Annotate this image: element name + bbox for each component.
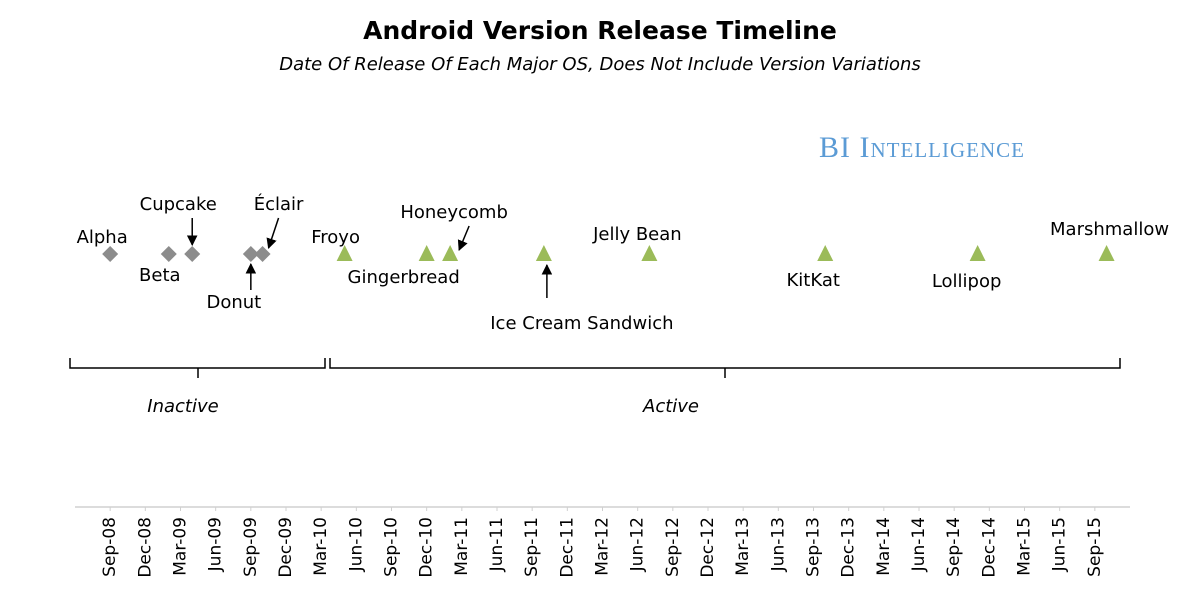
x-tick-label: Sep-15 xyxy=(1085,517,1105,577)
version-label: Beta xyxy=(139,265,181,286)
brackets xyxy=(69,358,1121,378)
x-tick-label: Mar-15 xyxy=(1015,517,1035,576)
x-tick-label: Jun-14 xyxy=(909,517,929,572)
arrow xyxy=(266,217,280,249)
x-tick-label: Dec-09 xyxy=(276,517,296,578)
bracket-label: Active xyxy=(642,396,699,417)
x-tick-label: Sep-13 xyxy=(804,517,824,577)
version-label: Honeycomb xyxy=(400,202,508,223)
x-tick-label: Dec-10 xyxy=(417,517,437,578)
x-tick-label: Jun-15 xyxy=(1050,517,1070,572)
active-bracket xyxy=(329,358,1121,378)
release-marker xyxy=(102,246,119,262)
version-label: Marshmallow xyxy=(1050,219,1169,240)
x-tick-label: Sep-11 xyxy=(522,517,542,577)
x-tick-label: Dec-13 xyxy=(839,517,859,578)
release-marker xyxy=(1098,245,1115,261)
x-tick-label: Jun-09 xyxy=(206,517,226,572)
release-marker xyxy=(184,246,201,262)
release-marker xyxy=(969,245,986,261)
version-label: Cupcake xyxy=(140,194,217,215)
x-tick-label: Mar-09 xyxy=(171,517,191,576)
bracket-label: Inactive xyxy=(147,396,218,417)
release-marker xyxy=(336,245,353,261)
release-marker xyxy=(817,245,834,261)
chart-subtitle: Date Of Release Of Each Major OS, Does N… xyxy=(279,54,921,75)
version-label: Gingerbread xyxy=(348,267,460,288)
x-tick-label: Dec-14 xyxy=(979,517,999,578)
x-tick-label: Sep-12 xyxy=(663,517,683,577)
release-marker xyxy=(442,245,459,261)
release-marker xyxy=(242,246,259,262)
x-tick-label: Dec-08 xyxy=(135,517,155,578)
version-label: Froyo xyxy=(311,227,360,248)
release-marker xyxy=(160,246,177,262)
release-marker xyxy=(418,245,435,261)
x-tick-label: Sep-14 xyxy=(944,517,964,577)
release-marker xyxy=(641,245,658,261)
version-label: Ice Cream Sandwich xyxy=(490,313,673,334)
x-tick-label: Jun-12 xyxy=(628,517,648,572)
x-tick-label: Sep-09 xyxy=(241,517,261,577)
x-tick-label: Jun-13 xyxy=(768,517,788,572)
release-marker xyxy=(535,245,552,261)
x-tick-label: Mar-12 xyxy=(593,517,613,576)
x-tick-label: Mar-13 xyxy=(733,517,753,576)
x-tick-label: Dec-11 xyxy=(557,517,577,578)
x-tick-label: Dec-12 xyxy=(698,517,718,578)
version-label: KitKat xyxy=(787,270,840,291)
x-tick-label: Mar-10 xyxy=(311,517,331,576)
x-tick-label: Jun-11 xyxy=(487,517,507,572)
x-tick-label: Jun-10 xyxy=(346,517,366,572)
arrow xyxy=(457,225,470,251)
inactive-bracket xyxy=(69,358,326,378)
version-label: Donut xyxy=(206,292,261,313)
chart-title: Android Version Release Timeline xyxy=(363,16,837,45)
release-marker xyxy=(254,246,271,262)
x-tick-label: Sep-10 xyxy=(382,517,402,577)
version-label: Alpha xyxy=(77,227,128,248)
x-tick-label: Mar-14 xyxy=(874,517,894,576)
version-label: Lollipop xyxy=(932,271,1002,292)
source-brand: BI Intelligence xyxy=(819,131,1025,164)
x-tick-label: Mar-11 xyxy=(452,517,472,576)
version-label: Jelly Bean xyxy=(592,224,682,245)
x-tick-label: Sep-08 xyxy=(100,517,120,577)
version-label: Éclair xyxy=(254,193,304,215)
